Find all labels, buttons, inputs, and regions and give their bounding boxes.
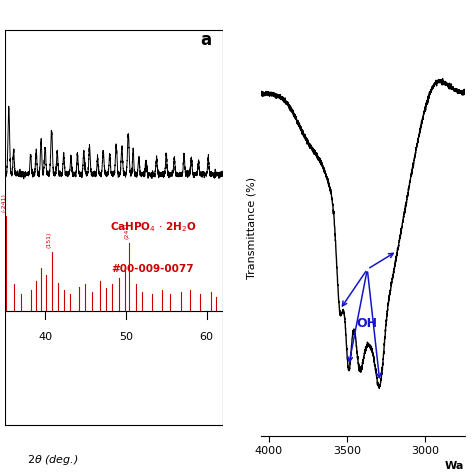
Text: 40: 40 (38, 332, 52, 342)
Text: #00-009-0077: #00-009-0077 (112, 264, 194, 274)
Text: CaHPO$_4$ $\cdot$ 2H$_2$O: CaHPO$_4$ $\cdot$ 2H$_2$O (110, 220, 196, 235)
Text: 50: 50 (119, 332, 133, 342)
Text: 60: 60 (200, 332, 214, 342)
Text: OH: OH (357, 317, 378, 330)
Text: a: a (200, 31, 211, 49)
Y-axis label: Transmittance (%): Transmittance (%) (246, 176, 256, 279)
Text: Wa: Wa (445, 461, 465, 471)
Text: (241): (241) (124, 222, 129, 239)
Text: (-241): (-241) (1, 193, 7, 212)
Text: (151): (151) (46, 232, 52, 248)
Text: $2\theta$ (deg.): $2\theta$ (deg.) (27, 453, 78, 467)
